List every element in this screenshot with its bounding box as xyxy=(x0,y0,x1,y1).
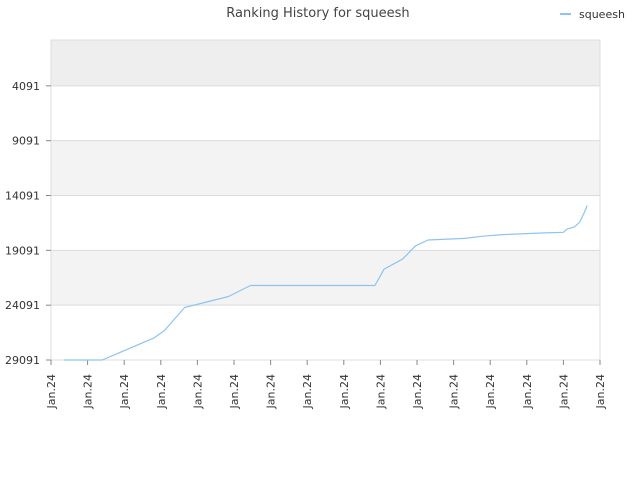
x-tick-label: Jan.24 xyxy=(411,374,424,409)
x-tick-label: Jan.24 xyxy=(191,374,204,409)
x-tick-label: Jan.24 xyxy=(301,374,314,409)
legend: squeesh xyxy=(560,8,625,21)
x-tick-label: Jan.24 xyxy=(338,374,351,409)
y-tick-label: 19091 xyxy=(5,244,40,257)
y-tick-label: 9091 xyxy=(12,135,40,148)
x-tick-label: Jan.24 xyxy=(484,374,497,409)
legend-label: squeesh xyxy=(579,8,625,21)
x-tick-label: Jan.24 xyxy=(228,374,241,409)
x-tick-label: Jan.24 xyxy=(448,374,461,409)
x-tick-label: Jan.24 xyxy=(118,374,131,409)
plot-band xyxy=(51,85,600,141)
plot-band xyxy=(51,40,600,86)
x-tick-label: Jan.24 xyxy=(265,374,278,409)
plot-band xyxy=(51,195,600,251)
gridlines xyxy=(50,39,601,361)
series-line-squeesh xyxy=(63,205,588,361)
y-tick-label: 29091 xyxy=(5,354,40,367)
x-tick-label: Jan.24 xyxy=(557,374,570,409)
y-axis-ticks: 4091 9091 14091 19091 24091 29091 xyxy=(5,80,51,367)
plot-bands xyxy=(51,40,600,360)
series-layer xyxy=(63,205,588,361)
x-tick-label: Jan.24 xyxy=(594,374,607,409)
y-tick-label: 24091 xyxy=(5,299,40,312)
x-tick-label: Jan.24 xyxy=(521,374,534,409)
x-tick-label: Jan.24 xyxy=(374,374,387,409)
x-tick-label: Jan.24 xyxy=(45,374,58,409)
y-tick-label: 4091 xyxy=(12,80,40,93)
plot-band xyxy=(51,250,600,306)
plot-band xyxy=(51,305,600,360)
plot-band xyxy=(51,140,600,196)
x-tick-label: Jan.24 xyxy=(82,374,95,409)
y-tick-label: 14091 xyxy=(5,190,40,203)
x-tick-label: Jan.24 xyxy=(155,374,168,409)
x-axis-ticks: Jan.24 Jan.24 Jan.24 Jan.24 Jan.24 Jan.24 Jan.… xyxy=(45,360,607,409)
chart-title: Ranking History for squeesh xyxy=(226,6,409,21)
